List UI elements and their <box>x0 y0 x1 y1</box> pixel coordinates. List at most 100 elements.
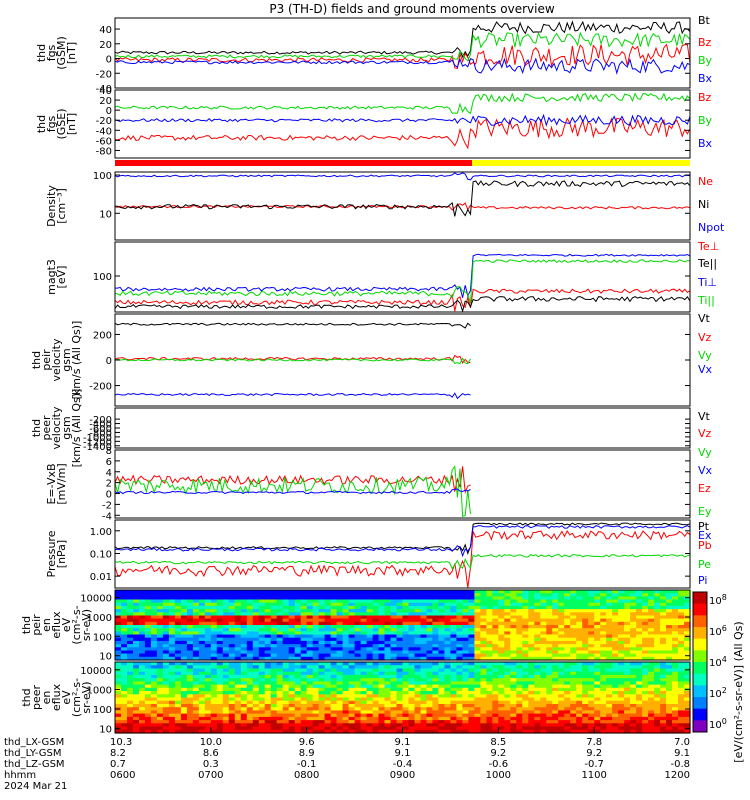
spectrogram-cell <box>180 720 188 724</box>
legend-Bx: Bx <box>698 72 713 85</box>
spectrogram-cell <box>312 713 320 718</box>
spectrogram-cell <box>588 628 595 632</box>
spectrogram-cell <box>498 668 505 673</box>
spectrogram-cell <box>306 647 314 652</box>
spectrogram-cell <box>450 596 457 601</box>
spectrogram-cell <box>204 726 212 731</box>
spectrogram-cell <box>522 644 529 648</box>
spectrogram-cell <box>468 710 475 715</box>
spectrogram-cell <box>162 650 170 655</box>
colorbar-tick-label: 108 <box>709 593 727 607</box>
spectrogram-cell <box>270 612 278 617</box>
spectrogram-cell <box>234 700 242 705</box>
spectrogram-cell <box>594 590 601 594</box>
spectrogram-cell <box>666 729 673 734</box>
spectrogram-cell <box>246 631 254 636</box>
spectrogram-cell <box>432 596 439 601</box>
spectrogram-cell <box>456 621 463 626</box>
spectrogram-cell <box>282 691 290 695</box>
spectrogram-cell <box>378 700 386 705</box>
spectrogram-cell <box>288 697 296 702</box>
spectrogram-cell <box>552 637 559 642</box>
spectrogram-cell <box>594 650 601 655</box>
spectrogram-cell <box>666 640 673 645</box>
spectrogram-cell <box>121 599 128 604</box>
spectrogram-cell <box>678 650 685 655</box>
spectrogram-cell <box>127 700 134 705</box>
y-tick-label: 20 <box>99 96 112 107</box>
spectrogram-cell <box>294 647 302 652</box>
spectrogram-cell <box>198 713 206 718</box>
spectrogram-cell <box>510 647 517 652</box>
spectrogram-cell <box>444 640 451 645</box>
spectrogram-cell <box>324 713 332 718</box>
spectrogram-cell <box>576 694 583 699</box>
spectrogram-cell <box>534 726 541 731</box>
spectrogram-cell <box>252 656 260 661</box>
spectrogram-cell <box>264 704 272 708</box>
spectrogram-cell <box>312 612 320 617</box>
spectrogram-cell <box>270 697 278 702</box>
spectrogram-cell <box>204 700 212 705</box>
spectrogram-cell <box>504 612 511 617</box>
spectrogram-cell <box>204 704 212 708</box>
spectrogram-cell <box>636 710 643 715</box>
spectrogram-cell <box>366 684 374 689</box>
spectrogram-cell <box>540 599 547 604</box>
spectrogram-cell <box>480 634 487 639</box>
spectrogram-cell <box>348 684 356 689</box>
spectrogram-cell <box>414 605 422 610</box>
spectrogram-cell <box>600 671 607 676</box>
spectrogram-cell <box>222 628 230 632</box>
spectrogram-cell <box>396 644 404 648</box>
spectrogram-cell <box>264 596 272 601</box>
spectrogram-cell <box>468 605 475 610</box>
spectrogram-cell <box>336 726 344 731</box>
spectrogram-cell <box>636 628 643 632</box>
spectrogram-cell <box>336 609 344 613</box>
spectrogram-cell <box>432 621 439 626</box>
spectrogram-cell <box>336 662 344 666</box>
spectrogram-cell <box>133 618 140 623</box>
spectrogram-cell <box>228 647 236 652</box>
spectrogram-cell <box>504 726 511 731</box>
spectrogram-cell <box>414 637 422 642</box>
spectrogram-cell <box>378 590 386 594</box>
spectrogram-cell <box>306 671 314 676</box>
spectrogram-cell <box>276 681 284 686</box>
spectrogram-cell <box>600 631 607 636</box>
spectrogram-cell <box>510 590 517 594</box>
spectrogram-cell <box>306 729 314 734</box>
spectrogram-cell <box>192 662 200 666</box>
spectrogram-cell <box>144 691 152 695</box>
spectrogram-cell <box>354 694 362 699</box>
y-axis-label: eV <box>60 617 73 632</box>
spectrogram-cell <box>618 704 625 708</box>
spectrogram-cell <box>600 700 607 705</box>
spectrogram-cell <box>636 662 643 666</box>
spectrogram-cell <box>396 593 404 597</box>
spectrogram-cell <box>372 650 380 655</box>
spectrogram-cell <box>624 704 631 708</box>
spectrogram-cell <box>264 700 272 705</box>
spectrogram-cell <box>444 590 451 594</box>
y-axis-label: thd <box>30 351 43 369</box>
spectrogram-cell <box>139 726 146 731</box>
spectrogram-cell <box>180 599 188 604</box>
spectrogram-cell <box>150 650 158 655</box>
y-tick-label: 100 <box>93 632 112 643</box>
spectrogram-cell <box>576 631 583 636</box>
spectrogram-cell <box>474 628 481 632</box>
spectrogram-cell <box>606 700 613 705</box>
spectrogram-cell <box>516 637 523 642</box>
spectrogram-cell <box>486 674 493 679</box>
spectrogram-cell <box>360 628 368 632</box>
spectrogram-cell <box>300 650 308 655</box>
spectrogram-cell <box>522 726 529 731</box>
spectrogram-cell <box>204 599 212 604</box>
spectrogram-cell <box>600 612 607 617</box>
spectrogram-cell <box>678 668 685 673</box>
spectrogram-cell <box>594 596 601 601</box>
spectrogram-cell <box>444 625 451 629</box>
spectrogram-cell <box>672 729 679 734</box>
